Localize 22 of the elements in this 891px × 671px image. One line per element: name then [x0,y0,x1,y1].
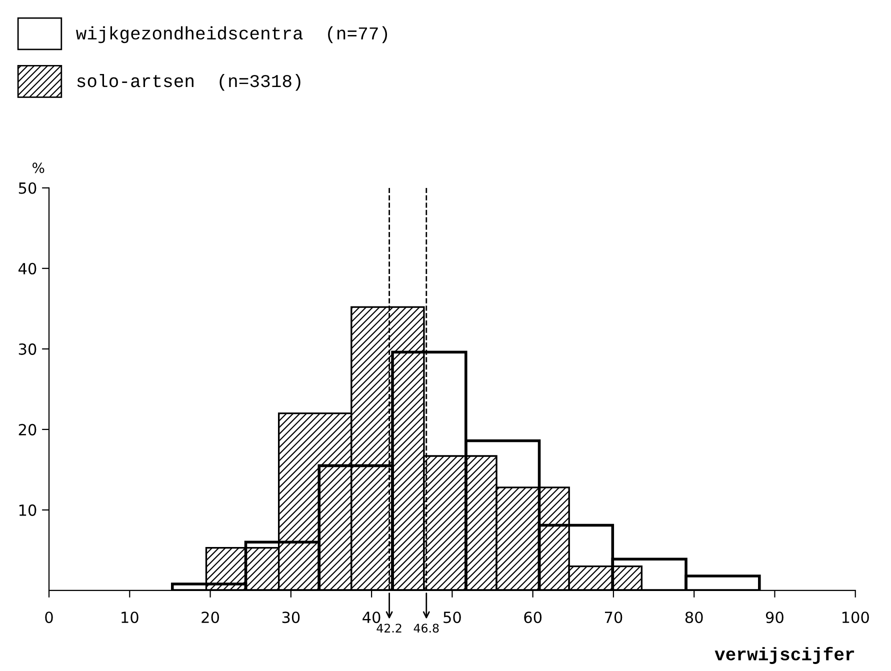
x-tick-label: 20 [202,612,219,624]
x-tick-label: 30 [282,612,300,624]
x-tick-label: 10 [122,612,138,624]
x-tick-label: 50 [444,612,461,624]
y-tick-label: 10 [19,504,36,516]
y-tick-label: 30 [18,343,36,355]
legend-label: solo-artsen (n=3318) [77,74,300,91]
x-tick-label: 40 [362,612,380,624]
x-tick-label: 70 [604,612,622,624]
x-tick-label: 0 [45,612,53,624]
x-tick-label: 60 [524,612,542,624]
x-tick-label: 80 [685,612,703,624]
x-tick-label: 90 [766,612,784,624]
x-axis-title: verwijscijfer [714,646,854,664]
ref-line-label: 46.8 [414,624,439,633]
y-tick-label: 40 [18,262,36,274]
y-tick-label: 20 [18,424,36,436]
x-tick-label: 100 [842,612,869,624]
ref-line-label: 42.2 [376,624,402,632]
legend-label: wijkgezondheidscentra (n=77) [76,26,388,44]
y-tick-label: 50 [18,182,36,194]
y-axis-title: % [32,162,44,174]
